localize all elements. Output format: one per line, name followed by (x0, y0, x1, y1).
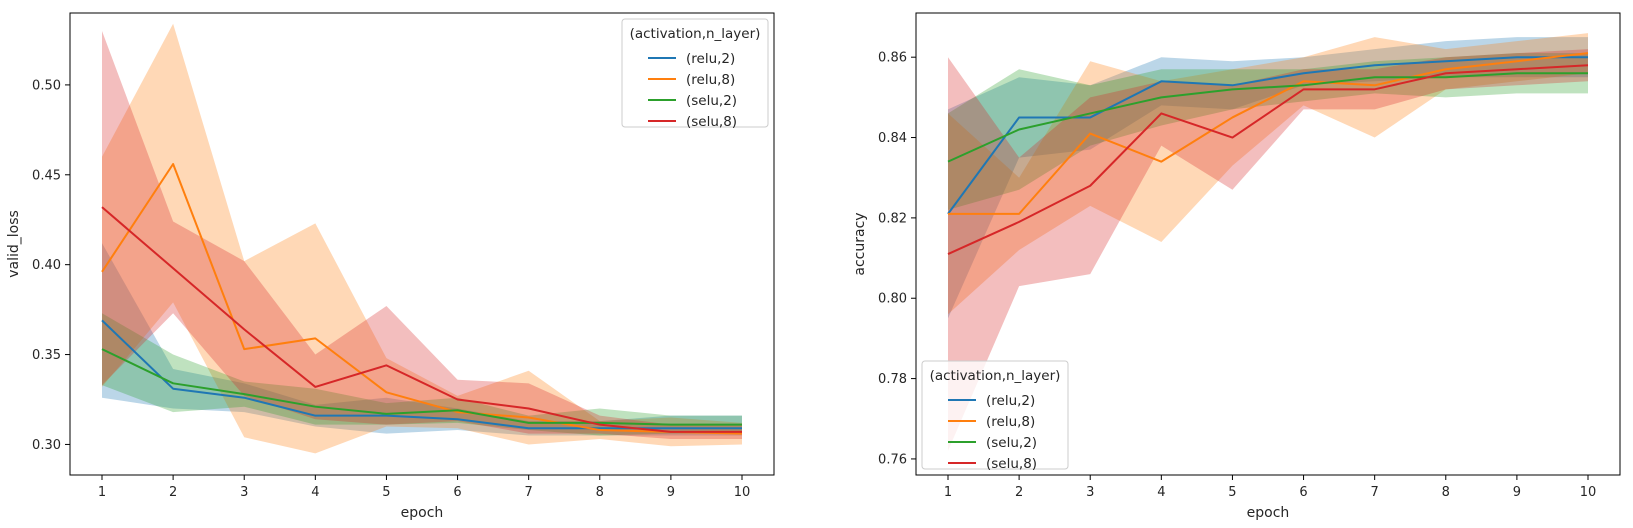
x-tick-label: 7 (525, 485, 533, 500)
series-line-selu8 (101, 206, 742, 433)
x-tick-label: 2 (1015, 485, 1023, 500)
series-line-selu2 (101, 348, 742, 426)
x-tick-label: 5 (382, 485, 390, 500)
series-line-relu8 (948, 52, 1589, 215)
legend-title: (activation,n_layer) (930, 368, 1061, 384)
y-axis-label: valid_loss (6, 210, 22, 278)
x-tick-label: 9 (1513, 485, 1521, 500)
chart-panel-2: 1 2 3 4 5 6 7 8 9 10 0.76 0.78 0.80 0.82 0.84 0.86 epoch… (852, 12, 1621, 521)
y-tick-label: 0.30 (32, 438, 61, 453)
legend-entry-label: (relu,8) (986, 414, 1035, 430)
confidence-band-selu2 (102, 313, 742, 436)
x-tick-label: 3 (1086, 485, 1094, 500)
series-line-relu2 (947, 56, 1588, 215)
y-tick-label: 0.86 (878, 51, 907, 66)
x-tick-label: 9 (667, 485, 675, 500)
legend: (activation,n_layer) (relu,2) (relu,8) (sel… (921, 360, 1069, 472)
y-tick-label: 0.76 (878, 452, 907, 467)
x-tick-label: 10 (734, 485, 751, 500)
x-tick-label: 4 (1157, 485, 1165, 500)
x-tick-label: 10 (1580, 485, 1597, 500)
legend-entry-label: (selu,8) (686, 114, 737, 130)
plot-frame (915, 12, 1621, 476)
y-tick-label: 0.78 (878, 372, 907, 387)
x-tick-label: 6 (453, 485, 461, 500)
confidence-band-relu2 (102, 243, 742, 436)
y-tick-label: 0.45 (32, 168, 61, 183)
y-tick-label: 0.50 (32, 78, 61, 93)
legend-entry-label: (selu,8) (986, 456, 1037, 472)
x-tick-label: 5 (1228, 485, 1236, 500)
series-line-relu8 (101, 163, 743, 435)
series-line-selu8 (947, 64, 1589, 255)
x-tick-label: 8 (596, 485, 604, 500)
legend-entry-label: (selu,2) (686, 93, 737, 109)
x-tick-label: 2 (169, 485, 177, 500)
x-tick-label: 3 (240, 485, 248, 500)
y-tick-label: 0.84 (878, 131, 907, 146)
y-tick-label: 0.40 (32, 258, 61, 273)
y-axis-label: accuracy (852, 212, 868, 275)
legend: (activation,n_layer) (relu,2) (relu,8) (sel… (621, 18, 769, 130)
x-tick-label: 1 (98, 485, 106, 500)
confidence-band-selu8 (948, 49, 1588, 451)
x-axis-label: epoch (401, 505, 444, 521)
x-tick-label: 4 (311, 485, 319, 500)
chart-panel-1: 1 2 3 4 5 6 7 8 9 10 0.30 0.35 0.40 0.45 0.50 epoch vali… (6, 12, 775, 521)
legend-entry-label: (relu,2) (686, 51, 735, 67)
legend-entry-label: (selu,2) (986, 435, 1037, 451)
legend-entry-label: (relu,8) (686, 72, 735, 88)
confidence-band-selu2 (948, 53, 1588, 210)
confidence-band-relu8 (948, 33, 1588, 315)
plot-frame (69, 12, 775, 476)
legend-title: (activation,n_layer) (630, 26, 761, 42)
x-axis-label: epoch (1247, 505, 1290, 521)
legend-entry-label: (relu,2) (986, 393, 1035, 409)
x-tick-label: 8 (1442, 485, 1450, 500)
x-tick-label: 6 (1299, 485, 1307, 500)
confidence-band-selu8 (102, 30, 742, 440)
x-tick-label: 7 (1371, 485, 1379, 500)
y-tick-label: 0.35 (32, 348, 61, 363)
x-tick-label: 1 (944, 485, 952, 500)
y-tick-label: 0.82 (878, 211, 907, 226)
series-line-selu2 (947, 72, 1588, 163)
y-tick-label: 0.80 (878, 292, 907, 307)
